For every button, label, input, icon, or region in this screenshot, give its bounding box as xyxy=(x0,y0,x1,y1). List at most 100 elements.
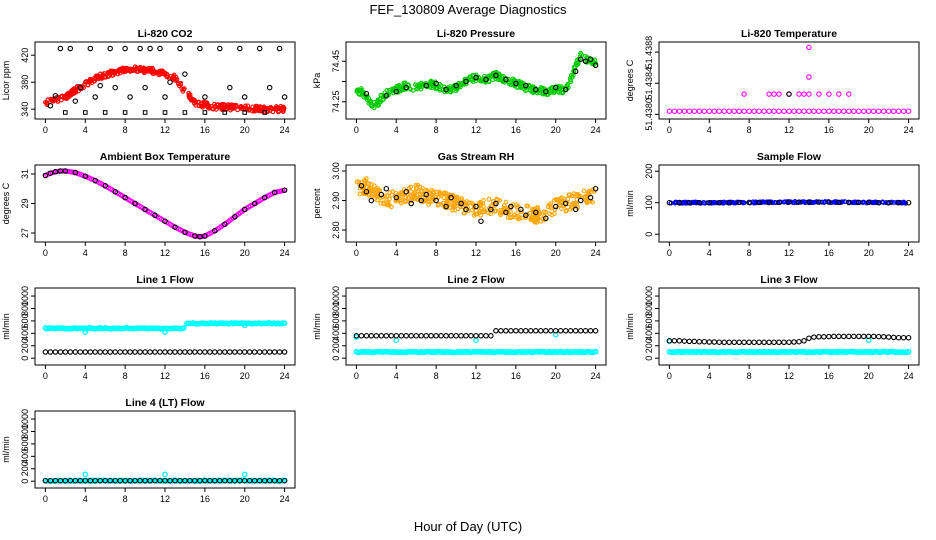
band-point xyxy=(567,192,572,198)
band-point xyxy=(883,200,889,206)
panel-6: 0 4 8 12 16 20 24 0 100 200 Sample Flow ml/min xyxy=(625,151,920,258)
data-point xyxy=(666,108,673,114)
x-tick-label: 12 xyxy=(160,494,170,504)
band-point xyxy=(380,97,386,103)
y-tick-label: 200 xyxy=(331,338,341,353)
data-point xyxy=(182,71,188,77)
data-point xyxy=(726,339,732,346)
data-point xyxy=(791,339,797,345)
data-point xyxy=(281,349,288,355)
panel-5: 0 4 8 12 16 20 24 2.80 2.90 3.00 Gas Stream RH perc… xyxy=(312,151,607,258)
band-point xyxy=(243,105,249,111)
data-point xyxy=(423,333,429,339)
band-point xyxy=(368,187,373,192)
x-tick-label: 24 xyxy=(591,371,601,381)
data-point xyxy=(162,477,168,484)
data-point xyxy=(786,199,792,205)
data-point xyxy=(741,91,747,97)
panel-9-marks xyxy=(666,333,912,356)
data-point xyxy=(52,477,59,484)
band-point xyxy=(438,193,444,198)
band-point xyxy=(571,64,577,70)
data-point xyxy=(811,108,817,114)
band-point xyxy=(822,199,828,205)
band-point xyxy=(408,184,414,190)
data-point xyxy=(801,338,807,344)
band-point xyxy=(543,209,549,215)
band-point xyxy=(83,79,88,85)
data-point xyxy=(736,199,742,206)
band-point xyxy=(528,215,534,221)
data-point xyxy=(251,349,258,355)
x-tick-label: 16 xyxy=(200,248,210,258)
band-point xyxy=(426,196,431,201)
data-point xyxy=(781,108,787,114)
data-point xyxy=(796,199,802,205)
data-point xyxy=(52,349,59,355)
y-tick-label: 600 xyxy=(20,313,30,328)
band-point xyxy=(408,189,414,194)
band-point xyxy=(135,69,141,74)
x-tick-label: 24 xyxy=(904,371,914,381)
outlier-point xyxy=(162,471,168,478)
data-point xyxy=(518,328,524,334)
band-point xyxy=(180,89,186,94)
data-point xyxy=(443,203,449,210)
data-point xyxy=(246,477,253,484)
data-point xyxy=(192,477,198,484)
data-point xyxy=(905,334,912,341)
band-point xyxy=(201,99,207,105)
panel-title: Sample Flow xyxy=(757,151,822,163)
data-point xyxy=(368,333,375,339)
data-point xyxy=(701,338,708,345)
band-point xyxy=(398,197,403,202)
x-tick-label: 8 xyxy=(123,248,128,258)
square-point xyxy=(83,110,88,115)
data-point xyxy=(132,200,138,207)
y-tick-label: 200 xyxy=(20,461,30,476)
data-point xyxy=(686,108,693,114)
band-point xyxy=(559,199,564,204)
data-point xyxy=(846,199,852,206)
band-point xyxy=(888,200,894,206)
band-point xyxy=(368,98,374,104)
data-point xyxy=(217,349,223,355)
x-tick-label: 8 xyxy=(123,125,128,135)
x-tick-label: 0 xyxy=(43,248,48,258)
data-point xyxy=(162,349,168,355)
band-point xyxy=(359,86,364,91)
data-point xyxy=(846,333,852,340)
y-tick-label: 3.00 xyxy=(331,162,341,180)
band-point xyxy=(429,199,434,204)
y-tick-label: 1000 xyxy=(20,286,30,306)
band-point xyxy=(564,86,569,91)
data-point xyxy=(731,339,737,346)
data-point xyxy=(691,108,698,114)
x-tick-label: 20 xyxy=(551,125,561,135)
data-point xyxy=(172,477,178,484)
x-tick-label: 24 xyxy=(280,371,290,381)
data-point xyxy=(261,194,268,201)
band-point xyxy=(281,105,287,111)
x-tick-label: 0 xyxy=(43,494,48,504)
x-tick-label: 16 xyxy=(511,125,521,135)
band-point xyxy=(498,76,504,82)
band-point xyxy=(357,92,363,97)
band-point xyxy=(579,52,584,57)
data-point xyxy=(152,212,158,219)
x-tick-label: 8 xyxy=(434,248,439,258)
y-tick-label: 800 xyxy=(331,301,341,316)
data-point xyxy=(147,349,153,355)
square-point xyxy=(222,110,228,115)
panel-title: Li-820 CO2 xyxy=(138,28,193,40)
y-tick-label: 29 xyxy=(20,198,30,208)
data-point xyxy=(736,108,742,114)
band-point xyxy=(247,107,252,113)
data-point xyxy=(112,84,118,91)
band-point xyxy=(549,212,555,218)
data-point xyxy=(771,339,777,346)
data-point xyxy=(378,333,385,339)
data-point xyxy=(905,108,912,114)
data-point xyxy=(433,197,439,204)
band-point xyxy=(384,193,390,198)
